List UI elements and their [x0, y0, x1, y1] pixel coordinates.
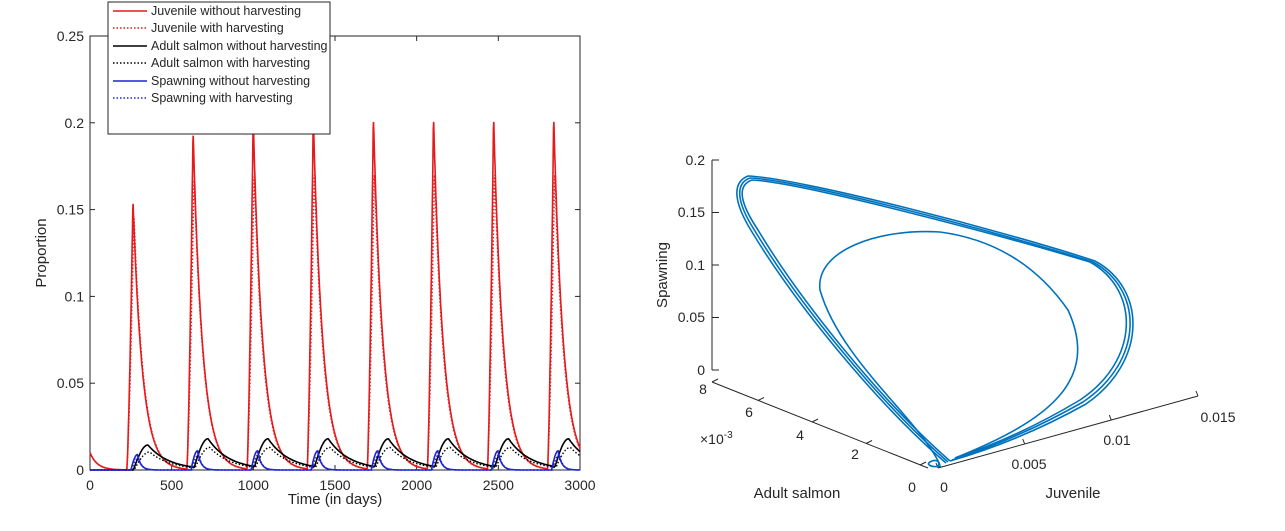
trajectory-limit-cycle-2: [738, 177, 1131, 463]
x-tick-label: 1000: [238, 477, 269, 493]
x-tick-label: 3000: [564, 477, 595, 493]
y-axis-label: Adult salmon: [754, 485, 841, 502]
series-line-3: [90, 446, 581, 471]
x-tick-label: 0.005: [1011, 456, 1046, 472]
z-tick: 0: [697, 362, 719, 378]
legend-label: Adult salmon without harvesting: [151, 39, 328, 53]
legend-label: Juvenile with harvesting: [151, 21, 284, 35]
x-tick-label: 0.01: [1103, 432, 1130, 448]
time-series-chart: 0 500 1000 1500 2000 2500 3000 0 0.05 0.1 0.15 0.2…: [33, 1, 596, 508]
series-line-1: [89, 174, 581, 471]
x-tick-label: 500: [160, 477, 184, 493]
x-tick: 0.015: [1195, 390, 1236, 425]
z-tick-label: 0.1: [686, 257, 706, 273]
legend-label: Adult salmon with harvesting: [151, 56, 310, 70]
x-axis-label: Juvenile: [1045, 485, 1100, 502]
y-tick: 0: [908, 461, 927, 495]
x-tick-label: 2500: [483, 477, 514, 493]
phase-portrait-3d-chart: 0 0.05 0.1 0.15 0.2 0 2 4 6 8 ×10-3 0 0.…: [654, 152, 1236, 502]
trajectory-limit-cycle-3: [736, 175, 1134, 464]
x-axis-ticks: 0 0.005 0.01 0.015: [935, 390, 1236, 495]
trajectory-initial-loop: [819, 230, 1079, 466]
series-line-5: [90, 453, 581, 471]
y-tick-label: 0.2: [65, 115, 85, 131]
z-axis-ticks: 0 0.05 0.1 0.15 0.2: [678, 152, 719, 378]
x-tick: 0.01: [1103, 414, 1131, 448]
z-tick: 0.1: [686, 257, 719, 273]
z-tick: 0.05: [678, 309, 719, 325]
y-tick: 4: [796, 418, 819, 443]
y-tick-label: 6: [745, 404, 753, 420]
z-tick-label: 0.05: [678, 309, 705, 325]
y-tick-multiplier: ×10-3: [700, 430, 733, 447]
x-tick-label: 0: [940, 479, 948, 495]
legend: Juvenile without harvesting Juvenile wit…: [107, 1, 331, 135]
z-tick: 0.15: [678, 204, 719, 220]
y-tick: 8: [699, 378, 719, 397]
x-tick-label: 0: [86, 477, 94, 493]
x-tick: 0.005: [1011, 438, 1047, 472]
legend-box: [107, 1, 331, 135]
x-tick-label: 2000: [401, 477, 432, 493]
y-axis-ticks: 0 2 4 6 8 ×10-3: [699, 378, 927, 495]
legend-entry-spawning-without: Spawning without harvesting: [113, 74, 310, 88]
y-axis-label: Proportion: [33, 218, 50, 287]
series-group: [89, 121, 581, 471]
z-tick-label: 0: [697, 362, 705, 378]
x-axis-line: [937, 395, 1199, 469]
y-tick-label: 2: [851, 446, 859, 462]
y-axis-line: [711, 381, 929, 469]
y-axis-ticks: 0 0.05 0.1 0.15 0.2 0.25: [57, 28, 580, 478]
y-tick-label: 4: [796, 427, 804, 443]
y-tick-label: 0.15: [57, 202, 84, 218]
trajectory: [736, 175, 1134, 468]
legend-entry-juvenile-with: Juvenile with harvesting: [113, 21, 284, 35]
x-axis-label: Time (in days): [288, 491, 382, 508]
y-tick-label: 0: [76, 462, 84, 478]
x-tick-label: 0.015: [1200, 409, 1235, 425]
z-tick: 0.2: [686, 152, 719, 168]
z-tick-label: 0.2: [686, 152, 706, 168]
legend-entry-spawning-with: Spawning with harvesting: [113, 91, 293, 105]
y-tick-label: 0.1: [65, 288, 85, 304]
x-tick-label: 1500: [319, 477, 350, 493]
y-tick-label: 0.25: [57, 28, 84, 44]
trajectory-limit-cycle-1: [741, 179, 1128, 462]
x-axis-ticks: 0 500 1000 1500 2000 2500 3000: [86, 36, 596, 493]
legend-entry-adult-with: Adult salmon with harvesting: [113, 56, 310, 70]
y-tick-label: 0: [908, 479, 916, 495]
legend-entry-adult-without: Adult salmon without harvesting: [113, 39, 328, 53]
legend-label: Spawning with harvesting: [151, 91, 293, 105]
z-tick-label: 0.15: [678, 204, 705, 220]
legend-entry-juvenile-without: Juvenile without harvesting: [113, 4, 301, 18]
y-tick-label: 8: [699, 381, 707, 397]
y-tick: 6: [745, 397, 765, 420]
z-axis-label: Spawning: [654, 242, 671, 308]
legend-label: Spawning without harvesting: [151, 74, 310, 88]
y-tick-label: 0.05: [57, 375, 84, 391]
legend-label: Juvenile without harvesting: [151, 4, 301, 18]
x-tick: 0: [935, 462, 948, 495]
y-tick: 2: [851, 440, 873, 462]
